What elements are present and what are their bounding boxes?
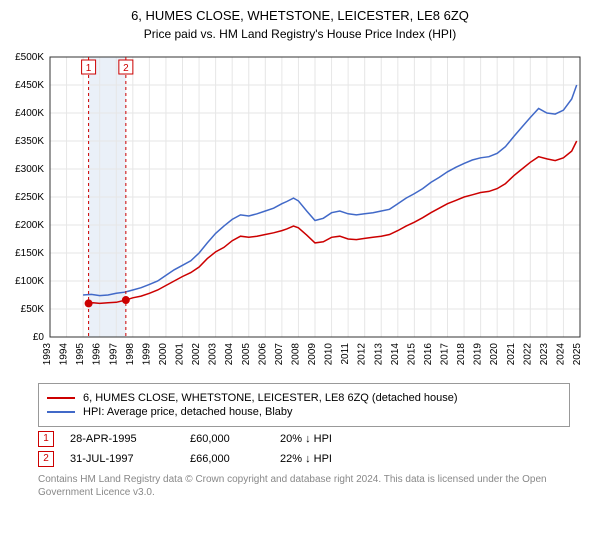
chart-subtitle: Price paid vs. HM Land Registry's House …	[0, 27, 600, 41]
marker-table: 1 28-APR-1995 £60,000 20% ↓ HPI 2 31-JUL…	[38, 431, 570, 467]
svg-text:2008: 2008	[290, 343, 301, 366]
footer-text: Contains HM Land Registry data © Crown c…	[38, 473, 570, 499]
title-block: 6, HUMES CLOSE, WHETSTONE, LEICESTER, LE…	[0, 0, 600, 45]
line-chart: £0 £50K £100K £150K £200K £250K £300K £350K £400…	[0, 45, 600, 375]
chart-title: 6, HUMES CLOSE, WHETSTONE, LEICESTER, LE…	[0, 8, 600, 23]
svg-text:2010: 2010	[324, 343, 335, 366]
svg-text:£100K: £100K	[15, 276, 44, 287]
legend-label: 6, HUMES CLOSE, WHETSTONE, LEICESTER, LE…	[83, 392, 458, 404]
legend-box: 6, HUMES CLOSE, WHETSTONE, LEICESTER, LE…	[38, 383, 570, 427]
svg-text:2013: 2013	[373, 343, 384, 366]
svg-text:2024: 2024	[555, 343, 566, 366]
svg-text:£400K: £400K	[15, 108, 44, 119]
svg-text:2023: 2023	[539, 343, 550, 366]
svg-text:1994: 1994	[59, 343, 70, 366]
legend-item: 6, HUMES CLOSE, WHETSTONE, LEICESTER, LE…	[47, 392, 561, 404]
marker-pct: 22% ↓ HPI	[280, 453, 390, 465]
svg-text:2: 2	[123, 63, 129, 74]
svg-text:1995: 1995	[75, 343, 86, 366]
marker-price: £60,000	[190, 433, 280, 445]
svg-text:1998: 1998	[125, 343, 136, 366]
svg-text:£200K: £200K	[15, 220, 44, 231]
svg-text:2025: 2025	[572, 343, 583, 366]
svg-text:£450K: £450K	[15, 80, 44, 91]
svg-text:2019: 2019	[473, 343, 484, 366]
marker-pct: 20% ↓ HPI	[280, 433, 390, 445]
svg-text:2015: 2015	[406, 343, 417, 366]
svg-text:2012: 2012	[357, 343, 368, 366]
svg-text:2001: 2001	[175, 343, 186, 366]
legend-item: HPI: Average price, detached house, Blab…	[47, 406, 561, 418]
svg-text:£50K: £50K	[21, 304, 45, 315]
svg-text:£350K: £350K	[15, 136, 44, 147]
svg-text:2011: 2011	[340, 343, 351, 365]
svg-text:2000: 2000	[158, 343, 169, 366]
svg-text:1: 1	[86, 63, 92, 74]
svg-text:1997: 1997	[108, 343, 119, 366]
svg-text:2002: 2002	[191, 343, 202, 366]
svg-text:2018: 2018	[456, 343, 467, 366]
svg-text:2003: 2003	[208, 343, 219, 366]
svg-text:2016: 2016	[423, 343, 434, 366]
svg-text:£150K: £150K	[15, 248, 44, 259]
legend-swatch	[47, 397, 75, 399]
svg-text:2005: 2005	[241, 343, 252, 366]
marker-row: 2 31-JUL-1997 £66,000 22% ↓ HPI	[38, 451, 570, 467]
svg-text:2014: 2014	[390, 343, 401, 366]
svg-text:1999: 1999	[141, 343, 152, 366]
svg-text:2020: 2020	[489, 343, 500, 366]
svg-text:2006: 2006	[257, 343, 268, 366]
marker-price: £66,000	[190, 453, 280, 465]
svg-text:2022: 2022	[522, 343, 533, 366]
marker-badge: 1	[38, 431, 54, 447]
marker-row: 1 28-APR-1995 £60,000 20% ↓ HPI	[38, 431, 570, 447]
legend-swatch	[47, 411, 75, 413]
svg-text:2017: 2017	[440, 343, 451, 366]
svg-text:£500K: £500K	[15, 52, 44, 63]
svg-text:£0: £0	[33, 332, 45, 343]
svg-text:2021: 2021	[506, 343, 517, 366]
legend-label: HPI: Average price, detached house, Blab…	[83, 406, 293, 418]
svg-text:2009: 2009	[307, 343, 318, 366]
svg-text:2004: 2004	[224, 343, 235, 366]
marker-date: 31-JUL-1997	[70, 453, 190, 465]
svg-text:1993: 1993	[42, 343, 53, 366]
chart-container: 6, HUMES CLOSE, WHETSTONE, LEICESTER, LE…	[0, 0, 600, 499]
marker-badge: 2	[38, 451, 54, 467]
marker-date: 28-APR-1995	[70, 433, 190, 445]
svg-text:1996: 1996	[92, 343, 103, 366]
svg-text:£300K: £300K	[15, 164, 44, 175]
svg-text:2007: 2007	[274, 343, 285, 366]
svg-text:£250K: £250K	[15, 192, 44, 203]
